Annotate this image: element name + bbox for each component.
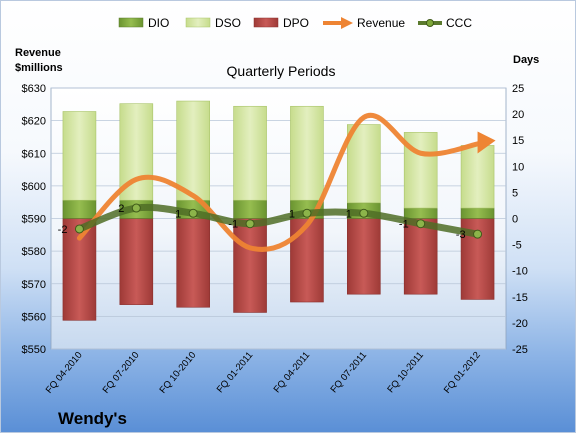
- category-label: FQ 04-2011: [272, 350, 313, 395]
- legend-label-dso: DSO: [215, 16, 241, 30]
- dso-bar: [233, 105, 267, 201]
- ccc-line: [75, 203, 482, 238]
- ccc-point: [131, 203, 141, 213]
- dso-bar: [62, 111, 97, 201]
- left-tick-label: $620: [22, 116, 46, 128]
- left-axis-title-line2: $millions: [15, 62, 63, 74]
- ccc-series: -2 2 1 -1 1 1 -1 -3: [58, 203, 483, 241]
- legend-swatch-dio: [118, 17, 144, 28]
- ccc-data-label: -3: [456, 229, 466, 241]
- left-tick-label: $590: [22, 214, 46, 226]
- legend-swatch-ccc-dot: [426, 19, 434, 27]
- left-tick-label: $630: [22, 83, 46, 95]
- ccc-data-label: -1: [228, 219, 238, 231]
- ccc-data-label: 1: [289, 208, 295, 220]
- dpo-bar: [347, 218, 381, 295]
- dpo-bar: [119, 218, 154, 305]
- right-tick-label: 15: [512, 135, 524, 147]
- dpo-bar: [290, 218, 324, 303]
- right-axis-ticks: -25 -20 -15 -10 -5 0 5 10 15 20 25: [512, 83, 528, 356]
- revenue-arrowhead: [477, 131, 496, 154]
- right-tick-label: 20: [512, 109, 524, 121]
- right-tick-label: -5: [512, 240, 522, 252]
- category-label: FQ 04-2010: [44, 350, 85, 396]
- left-tick-label: $550: [22, 344, 46, 356]
- legend-label-revenue: Revenue: [357, 16, 405, 30]
- legend-swatch-dpo: [253, 17, 279, 28]
- dio-bar: [403, 207, 438, 219]
- category-label: FQ 10-2010: [157, 350, 198, 396]
- chart-title: Quarterly Periods: [227, 63, 336, 79]
- ccc-point: [302, 208, 312, 218]
- left-axis-title-line1: Revenue: [15, 47, 61, 59]
- bars: [62, 100, 495, 321]
- left-tick-label: $600: [22, 181, 46, 193]
- right-tick-label: 5: [512, 187, 518, 199]
- right-tick-label: 10: [512, 161, 524, 173]
- ccc-point: [416, 219, 426, 229]
- ccc-data-label: 2: [118, 203, 124, 215]
- dso-bar: [347, 124, 381, 204]
- right-tick-label: 25: [512, 83, 524, 95]
- right-tick-label: -10: [512, 266, 528, 278]
- dio-bar: [460, 207, 495, 219]
- left-axis-ticks: $550 $560 $570 $580 $590 $600 $610 $620 $630: [22, 83, 46, 356]
- right-axis-title: Days: [513, 54, 539, 66]
- dio-bar: [62, 199, 97, 219]
- ccc-point: [473, 229, 483, 239]
- legend-swatch-revenue-arrow: [341, 17, 353, 29]
- legend: DIO DSO DPO Revenue CCC: [118, 16, 472, 30]
- left-tick-label: $570: [22, 279, 46, 291]
- category-label: FQ 01-2012: [442, 350, 483, 396]
- left-tick-label: $560: [22, 311, 46, 323]
- left-tick-label: $580: [22, 246, 46, 258]
- dpo-bar: [403, 218, 438, 295]
- ccc-point: [245, 219, 255, 229]
- dso-bar: [119, 103, 154, 201]
- ccc-point: [188, 208, 198, 218]
- revenue-line: [76, 112, 483, 252]
- dso-bar: [176, 100, 210, 201]
- dio-bar: [233, 199, 267, 219]
- dso-bar: [290, 105, 324, 201]
- ccc-point: [359, 208, 369, 218]
- ccc-data-label: -1: [399, 219, 409, 231]
- right-tick-label: -25: [512, 344, 528, 356]
- category-labels: FQ 04-2010 FQ 07-2010 FQ 10-2010 FQ 01-2011…: [44, 350, 483, 396]
- legend-label-dio: DIO: [148, 16, 169, 30]
- dpo-bar: [62, 218, 97, 321]
- category-label: FQ 07-2010: [101, 350, 142, 396]
- ccc-data-label: 1: [346, 208, 352, 220]
- right-tick-label: -20: [512, 318, 528, 330]
- legend-swatch-dso: [185, 17, 211, 28]
- ccc-point: [74, 224, 84, 234]
- company-name: Wendy's: [58, 409, 127, 428]
- category-label: FQ 07-2011: [329, 350, 370, 395]
- left-tick-label: $610: [22, 148, 46, 160]
- legend-label-dpo: DPO: [283, 16, 309, 30]
- dpo-bar: [176, 218, 210, 308]
- dso-bar: [460, 145, 495, 209]
- dpo-bar: [233, 218, 267, 313]
- ccc-data-label: -2: [58, 224, 68, 236]
- category-label: FQ 10-2011: [385, 350, 426, 395]
- revenue-series: [76, 112, 496, 252]
- legend-label-ccc: CCC: [446, 16, 472, 30]
- ccc-data-label: 1: [175, 208, 181, 220]
- right-tick-label: -15: [512, 292, 528, 304]
- category-label: FQ 01-2011: [215, 350, 256, 395]
- right-tick-label: 0: [512, 214, 518, 226]
